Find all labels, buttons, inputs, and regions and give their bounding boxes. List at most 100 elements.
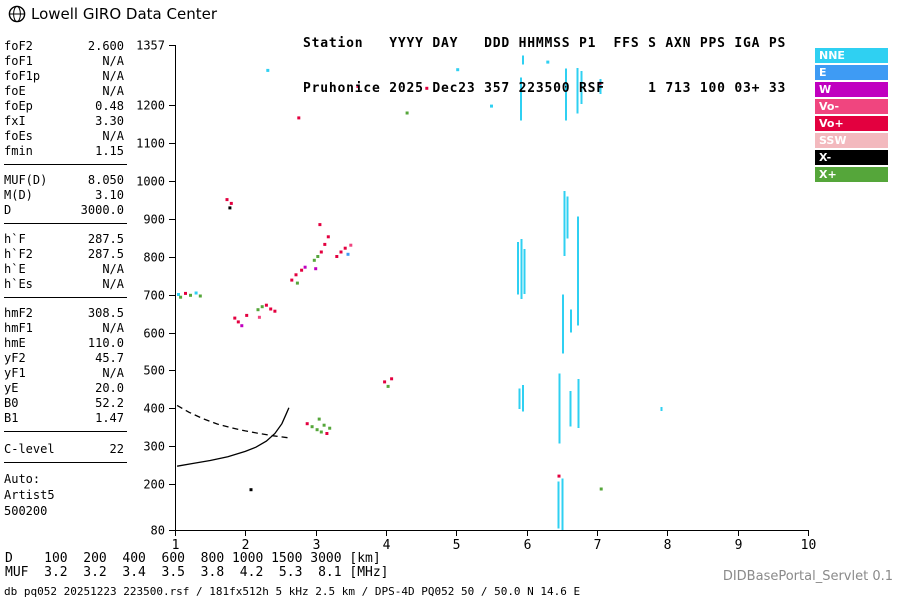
param-label: foF1 xyxy=(4,54,33,68)
param-label: h`E xyxy=(4,262,26,276)
param-label: yF1 xyxy=(4,366,26,380)
param-label: foF1p xyxy=(4,69,41,83)
divider xyxy=(4,431,127,432)
x-tick-label: 2 xyxy=(242,538,250,553)
param-label: B0 xyxy=(4,396,19,410)
y-tick-label: 80 xyxy=(151,524,165,538)
autoscaled-trace xyxy=(176,407,290,467)
divider xyxy=(4,223,127,224)
param-group-1: MUF(D) 8.050 M(D) 3.10 D 3000.0 xyxy=(4,173,127,224)
param-value: 22 xyxy=(109,442,124,456)
x-tick-label: 3 xyxy=(313,538,321,553)
param-row-h-f2: h`F2 287.5 xyxy=(4,247,127,262)
param-row-fmin: fmin 1.15 xyxy=(4,144,127,159)
param-label: h`F2 xyxy=(4,247,33,261)
param-value: 3.30 xyxy=(95,114,124,128)
param-value: 2.600 xyxy=(87,39,124,53)
x-tick-label: 5 xyxy=(453,538,461,553)
y-tick-label: 1100 xyxy=(136,137,165,151)
param-label: hmE xyxy=(4,336,26,350)
param-label: foEs xyxy=(4,129,33,143)
x-tick-label: 10 xyxy=(801,538,817,553)
param-label: C-level xyxy=(4,442,55,456)
y-tick-label: 1000 xyxy=(136,175,165,189)
param-label: MUF(D) xyxy=(4,173,48,187)
auto-line-1: Artist5 xyxy=(4,488,55,502)
y-tick-label: 700 xyxy=(143,289,165,303)
legend-item-w: W xyxy=(815,82,888,97)
servlet-version-label: DIDBasePortal_Servlet 0.1 xyxy=(722,569,893,584)
param-row-h-e: h`E N/A xyxy=(4,262,127,277)
param-row-fof2: foF2 2.600 xyxy=(4,39,127,54)
param-label: foE xyxy=(4,84,26,98)
autoscaling-info: Auto: Artist5 500200 xyxy=(4,471,127,519)
param-row-yf2: yF2 45.7 xyxy=(4,351,127,366)
logo-title: Lowell GIRO Data Center xyxy=(31,5,217,23)
nne-echo-segments xyxy=(517,55,663,530)
param-row-hme: hmE 110.0 xyxy=(4,336,127,351)
param-row-fof1: foF1 N/A xyxy=(4,54,127,69)
param-label: yE xyxy=(4,381,19,395)
param-label: foEp xyxy=(4,99,33,113)
param-value: N/A xyxy=(102,84,124,98)
param-group-4: C-level 22 xyxy=(4,442,127,463)
param-value: N/A xyxy=(102,129,124,143)
header-values: Pruhonice 2025 Dec23 357 223500 RSF 1 71… xyxy=(303,81,787,96)
param-label: yF2 xyxy=(4,351,26,365)
y-tick-label: 800 xyxy=(143,251,165,265)
param-row-foep: foEp 0.48 xyxy=(4,99,127,114)
param-value: N/A xyxy=(102,54,124,68)
measurement-file-info: db pq052 20251223 223500.rsf / 181fx512h… xyxy=(4,585,581,598)
param-row-b0: B0 52.2 xyxy=(4,396,127,411)
param-group-0: foF2 2.600 foF1 N/A foF1p N/A foE N/A foEp 0.48 fx… xyxy=(4,39,127,165)
legend-item-x-: X+ xyxy=(815,167,888,182)
y-tick-label: 900 xyxy=(143,213,165,227)
param-row-yf1: yF1 N/A xyxy=(4,366,127,381)
param-label: fxI xyxy=(4,114,26,128)
scaled-parameters-panel: foF2 2.600 foF1 N/A foF1p N/A foE N/A foEp 0.48 fx… xyxy=(4,39,127,519)
param-value: 3.10 xyxy=(95,188,124,202)
param-value: 45.7 xyxy=(95,351,124,365)
param-label: h`F xyxy=(4,232,26,246)
param-row-m-d-: M(D) 3.10 xyxy=(4,188,127,203)
divider xyxy=(4,297,127,298)
legend-item-vo-: Vo+ xyxy=(815,116,888,131)
param-value: 110.0 xyxy=(87,336,124,350)
divider xyxy=(4,462,127,463)
legend-item-ssw: SSW xyxy=(815,133,888,148)
param-value: 20.0 xyxy=(95,381,124,395)
param-value: 52.2 xyxy=(95,396,124,410)
trace-curves xyxy=(176,404,290,467)
y-tick-label: 600 xyxy=(143,327,165,341)
distance-row: D 100 200 400 600 800 1000 1500 3000 [km… xyxy=(5,551,381,566)
x-tick-label: 4 xyxy=(383,538,391,553)
param-value: 3000.0 xyxy=(80,203,124,217)
legend-item-e: E xyxy=(815,65,888,80)
param-row-fxi: fxI 3.30 xyxy=(4,114,127,129)
divider xyxy=(4,164,127,165)
param-groups: foF2 2.600 foF1 N/A foF1p N/A foE N/A foEp 0.48 fx… xyxy=(4,39,127,463)
param-value: N/A xyxy=(102,69,124,83)
param-row-h-f: h`F 287.5 xyxy=(4,232,127,247)
param-value: N/A xyxy=(102,277,124,291)
param-row-hmf1: hmF1 N/A xyxy=(4,321,127,336)
axes: 1357120011001000900800700600500400300200… xyxy=(136,39,816,554)
param-label: hmF2 xyxy=(4,306,33,320)
param-value: 0.48 xyxy=(95,99,124,113)
param-row-d: D 3000.0 xyxy=(4,203,127,218)
param-row-c-level: C-level 22 xyxy=(4,442,127,457)
y-tick-label: 1200 xyxy=(136,99,165,113)
giro-logo-icon xyxy=(8,5,26,23)
x-tick-label: 8 xyxy=(664,538,672,553)
auto-line-0: Auto: xyxy=(4,472,41,486)
param-row-foe: foE N/A xyxy=(4,84,127,99)
param-label: hmF1 xyxy=(4,321,33,335)
param-value: 308.5 xyxy=(87,306,124,320)
x-tick-label: 6 xyxy=(524,538,532,553)
param-row-h-es: h`Es N/A xyxy=(4,277,127,292)
param-row-fof1p: foF1p N/A xyxy=(4,69,127,84)
param-value: N/A xyxy=(102,366,124,380)
param-row-ye: yE 20.0 xyxy=(4,381,127,396)
x-tick-label: 9 xyxy=(735,538,743,553)
